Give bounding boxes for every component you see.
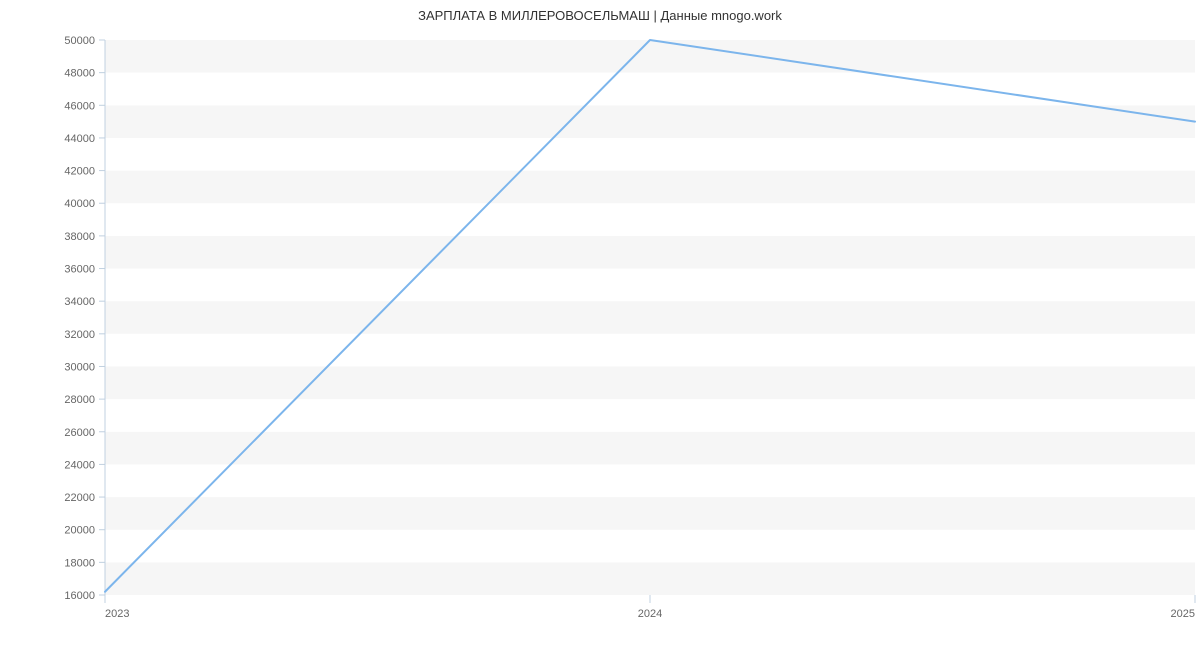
y-tick-label: 38000 [64, 231, 95, 243]
y-tick-label: 28000 [64, 394, 95, 406]
y-tick-label: 20000 [64, 525, 95, 537]
grid-band [105, 105, 1195, 138]
x-tick-label: 2023 [105, 608, 129, 620]
grid-band [105, 464, 1195, 497]
y-tick-label: 22000 [64, 492, 95, 504]
grid-band [105, 73, 1195, 106]
chart-svg: 16000 18000 20000 22000 24000 26000 28000 30000… [0, 0, 1200, 650]
y-tick-label: 40000 [64, 198, 95, 210]
grid-band [105, 530, 1195, 563]
y-tick-label: 24000 [64, 459, 95, 471]
grid-band [105, 334, 1195, 367]
grid-band [105, 203, 1195, 236]
y-tick-label: 46000 [64, 100, 95, 112]
grid-band [105, 562, 1195, 595]
y-tick-label: 48000 [64, 68, 95, 80]
y-tick-label: 18000 [64, 557, 95, 569]
salary-chart: ЗАРПЛАТА В МИЛЛЕРОВОСЕЛЬМАШ | Данные mno… [0, 0, 1200, 650]
y-tick-label: 50000 [64, 35, 95, 47]
x-tick-label: 2025 [1171, 608, 1195, 620]
y-tick-label: 34000 [64, 296, 95, 308]
y-tick-label: 30000 [64, 361, 95, 373]
grid-band [105, 366, 1195, 399]
y-tick-label: 42000 [64, 166, 95, 178]
grid-band [105, 269, 1195, 302]
y-tick-label: 16000 [64, 590, 95, 602]
grid-band [105, 497, 1195, 530]
y-tick-label: 36000 [64, 264, 95, 276]
grid-band [105, 40, 1195, 73]
grid-band [105, 236, 1195, 269]
grid-band [105, 301, 1195, 334]
grid-band [105, 432, 1195, 465]
y-tick-label: 26000 [64, 427, 95, 439]
grid-band [105, 171, 1195, 204]
y-tick-label: 44000 [64, 133, 95, 145]
grid-band [105, 138, 1195, 171]
x-tick-label: 2024 [638, 608, 662, 620]
y-tick-label: 32000 [64, 329, 95, 341]
